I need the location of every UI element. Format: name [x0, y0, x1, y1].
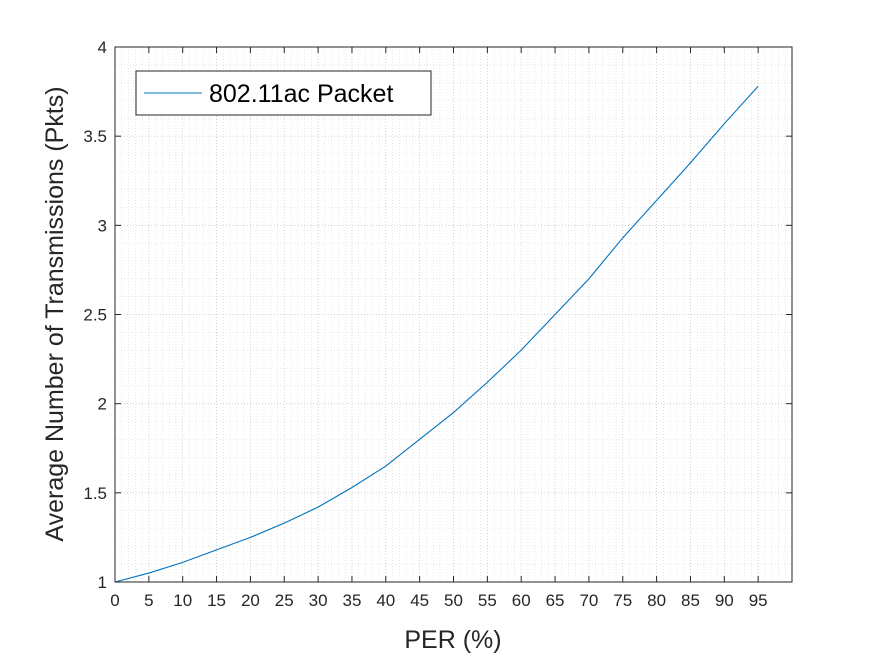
y-tick-label: 3: [98, 216, 107, 235]
x-tick-label: 45: [410, 591, 429, 610]
x-tick-label: 10: [173, 591, 192, 610]
y-tick-label: 4: [98, 38, 107, 57]
x-tick-label: 65: [546, 591, 565, 610]
x-tick-label: 40: [376, 591, 395, 610]
legend-label: 802.11ac Packet: [209, 80, 393, 108]
x-tick-label: 80: [647, 591, 666, 610]
x-tick-label: 85: [681, 591, 700, 610]
x-tick-label: 35: [342, 591, 361, 610]
y-axis-title: Average Number of Transmissions (Pkts): [41, 86, 69, 541]
x-axis-ticks: 0 5 10 15 20 25 30 35 40 45 50 55 60 65 70 75 80 85 90 95: [110, 47, 768, 610]
x-tick-label: 5: [144, 591, 153, 610]
x-tick-label: 15: [207, 591, 226, 610]
y-axis-ticks: 1 1.5 2 2.5 3 3.5 4: [83, 38, 792, 592]
x-tick-label: 25: [275, 591, 294, 610]
x-tick-label: 55: [478, 591, 497, 610]
legend: 802.11ac Packet: [135, 70, 432, 116]
x-tick-label: 75: [613, 591, 632, 610]
y-tick-label: 3.5: [83, 127, 107, 146]
y-tick-label: 1.5: [83, 484, 107, 503]
x-axis-title: PER (%): [404, 626, 501, 654]
x-tick-label: 70: [579, 591, 598, 610]
x-tick-label: 95: [749, 591, 768, 610]
x-tick-label: 30: [309, 591, 328, 610]
x-tick-label: 0: [110, 591, 119, 610]
x-tick-label: 90: [715, 591, 734, 610]
x-tick-label: 50: [444, 591, 463, 610]
y-tick-label: 2.5: [83, 306, 107, 325]
series-layer: [114, 85, 759, 583]
series-line: [114, 85, 759, 583]
y-tick-label: 2: [98, 395, 107, 414]
y-tick-label: 1: [98, 573, 107, 592]
x-tick-label: 20: [241, 591, 260, 610]
x-tick-label: 60: [512, 591, 531, 610]
